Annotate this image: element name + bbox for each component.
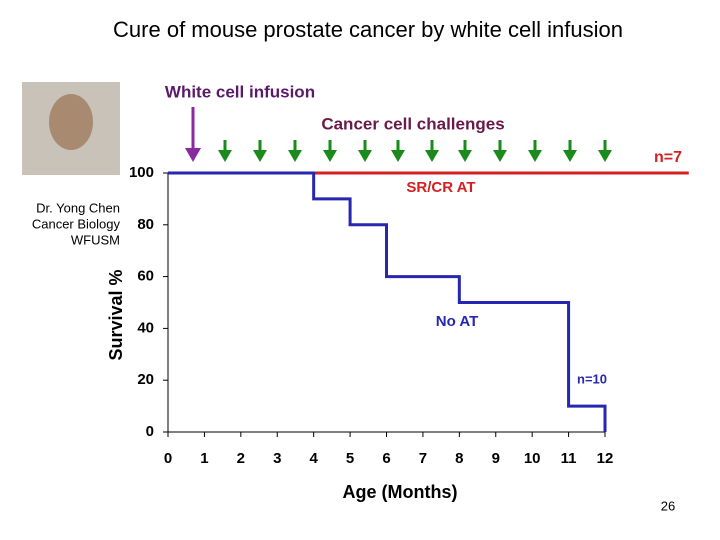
arrow-head (598, 150, 612, 162)
x-tick-label: 7 (419, 450, 427, 467)
caption-line: WFUSM (71, 232, 120, 247)
y-tick-label: 100 (129, 164, 154, 181)
series-label: No AT (436, 313, 479, 330)
series-label: SR/CR AT (406, 179, 475, 196)
arrow-head (288, 150, 302, 162)
infusion-arrow (185, 107, 201, 162)
x-tick-label: 4 (309, 450, 318, 467)
y-tick-label: 40 (137, 319, 154, 336)
caption-line: Cancer Biology (32, 216, 121, 231)
x-tick-label: 3 (273, 450, 281, 467)
annotation: White cell infusion (165, 82, 315, 101)
x-tick-label: 2 (237, 450, 245, 467)
y-axis-label: Survival % (106, 269, 126, 360)
arrow-head (458, 150, 472, 162)
page-number: 26 (661, 498, 675, 513)
arrow-head (323, 150, 337, 162)
n-label: n=10 (577, 371, 607, 386)
x-tick-label: 5 (346, 450, 354, 467)
y-tick-label: 60 (137, 268, 154, 285)
x-tick-label: 1 (200, 450, 208, 467)
arrow-head (563, 150, 577, 162)
x-tick-label: 9 (492, 450, 500, 467)
x-tick-label: 0 (164, 450, 172, 467)
n-label: n=7 (654, 149, 682, 166)
arrow-head (528, 150, 542, 162)
x-tick-label: 11 (561, 450, 577, 467)
x-tick-label: 12 (597, 450, 614, 467)
x-tick-label: 6 (382, 450, 390, 467)
caption-line: Dr. Yong Chen (36, 200, 120, 215)
y-tick-label: 80 (137, 216, 154, 233)
annotation: Cancer cell challenges (321, 114, 504, 133)
arrow-head (493, 150, 507, 162)
arrow-head (358, 150, 372, 162)
y-tick-label: 20 (137, 371, 154, 388)
challenge-arrows (218, 140, 612, 162)
arrow-head (218, 150, 232, 162)
x-axis-label: Age (Months) (343, 482, 458, 502)
x-tick-label: 10 (524, 450, 541, 467)
y-tick-label: 0 (146, 423, 154, 440)
x-tick-label: 8 (455, 450, 463, 467)
slide-title: Cure of mouse prostate cancer by white c… (113, 17, 623, 42)
portrait-face (49, 94, 93, 150)
arrow-head (391, 150, 405, 162)
arrow-head (253, 150, 267, 162)
survival-line (168, 171, 607, 432)
arrow-head (425, 150, 439, 162)
